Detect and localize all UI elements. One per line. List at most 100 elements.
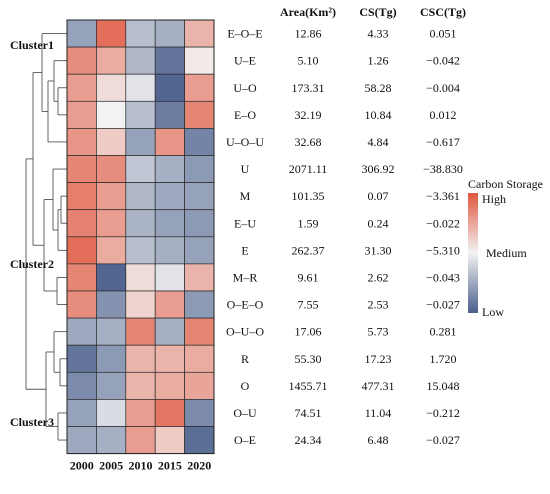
heatmap-cell-E–O–E-2020 [184, 19, 215, 48]
table-cell: 0.281 [430, 325, 457, 339]
heatmap-cell-M-2015 [154, 182, 185, 211]
table-cell: 74.51 [295, 406, 322, 420]
row-label: E–U [234, 216, 256, 230]
heatmap-cell-E-2020 [184, 236, 215, 265]
heatmap-cell-M–R-2020 [184, 263, 215, 292]
heatmap-cell-O–E–O-2000 [66, 290, 97, 319]
heatmap-cell-U–E-2000 [66, 46, 97, 75]
table-cell: 101.35 [292, 189, 325, 203]
heatmap-cell-O–E-2000 [66, 426, 97, 454]
heatmap-cell-O–E-2015 [154, 426, 185, 454]
heatmap-cell-M-2010 [125, 182, 156, 211]
table-body: 12.86 4.33 0.051 5.10 1.26 −0.042 173.31 58.28 −… [289, 27, 463, 447]
heatmap-cell-M–R-2000 [66, 263, 97, 292]
row-label: O [241, 379, 250, 393]
row-label: O–E–O [227, 298, 264, 312]
heatmap-cell-U-2000 [66, 155, 97, 183]
table-cell: −0.027 [426, 433, 460, 447]
table-cell: −0.617 [426, 135, 460, 149]
heatmap-cell-E–O-2015 [154, 100, 185, 129]
legend-medium-label: Medium [486, 246, 527, 260]
heatmap-cell-O-2005 [96, 371, 127, 400]
heatmap-cell-U–E-2005 [96, 46, 127, 75]
table-cell: 32.19 [295, 108, 322, 122]
heatmap-cell-O–E–O-2005 [96, 290, 127, 319]
heatmap-cell-U–O-2005 [96, 73, 127, 102]
heatmap-cell-E–O–E-2005 [96, 19, 127, 48]
table-cell: 173.31 [292, 81, 325, 95]
heatmap-cell-E-2015 [154, 236, 185, 265]
heatmap-cell-U–O-2015 [154, 73, 185, 102]
cluster-labels: Cluster1 Cluster2 Cluster3 [10, 38, 54, 429]
row-label: O–E [234, 433, 256, 447]
row-label: O–U–O [226, 325, 264, 339]
heatmap-cell-U–O–U-2010 [125, 128, 156, 156]
heatmap-cell-O–U-2000 [66, 399, 97, 427]
heatmap-cell-U-2020 [184, 155, 215, 183]
table-cell: 10.84 [365, 108, 392, 122]
row-labels: E–O–EU–EU–OE–OU–O–UUME–UEM–RO–E–OO–U–ORO… [226, 27, 264, 447]
table-cell: 2071.11 [289, 162, 328, 176]
table-cell: −0.212 [426, 406, 460, 420]
heatmap-cell-O-2020 [184, 371, 215, 400]
table-cell: 2.53 [368, 298, 389, 312]
heatmap-cell-R-2020 [184, 344, 215, 373]
table-cell: 24.34 [295, 433, 322, 447]
table-cell: 55.30 [295, 352, 322, 366]
table-cell: 0.012 [430, 108, 457, 122]
table-cell: 12.86 [295, 27, 322, 41]
heatmap-cell-U–O–U-2020 [184, 128, 215, 156]
heatmap-cell-O–U-2015 [154, 399, 185, 427]
heatmap-cell-U–O–U-2000 [66, 128, 97, 156]
heatmap-cell-M–R-2010 [125, 263, 156, 292]
cluster-label: Cluster1 [10, 38, 54, 52]
table-cell: 1.26 [368, 54, 389, 68]
row-dendrogram [25, 33, 67, 441]
heatmap-cell-R-2010 [125, 344, 156, 373]
table-cell: 17.06 [295, 325, 322, 339]
heatmap-cell-M-2005 [96, 182, 127, 211]
table-cell: 1455.71 [289, 379, 328, 393]
table-cell: 306.92 [362, 162, 395, 176]
heatmap-cell-U–O–U-2005 [96, 128, 127, 156]
heatmap-cell-U–E-2015 [154, 46, 185, 75]
heatmap-cell-M-2000 [66, 182, 97, 211]
heatmap-cell-O–U–O-2015 [154, 317, 185, 346]
table-cell: 9.61 [298, 270, 319, 284]
table-header: Area(Km²) CS(Tg) CSC(Tg) [280, 5, 466, 19]
table-cell: 4.33 [368, 27, 389, 41]
legend-title: Carbon Storage [468, 177, 543, 191]
heatmap-cell-U–O-2020 [184, 73, 215, 102]
heatmap-cell-U-2005 [96, 155, 127, 183]
table-cell: 477.31 [362, 379, 395, 393]
heatmap-cell-U–E-2010 [125, 46, 156, 75]
table-cell: 5.10 [298, 54, 319, 68]
table-cell: 0.07 [368, 189, 389, 203]
heatmap-cell-E-2005 [96, 236, 127, 265]
heatmap-cell-U–O-2000 [66, 73, 97, 102]
table-cell: 5.73 [368, 325, 389, 339]
table-cell: −0.004 [426, 81, 460, 95]
heatmap-cell-O-2015 [154, 371, 185, 400]
table-column-header: CS(Tg) [359, 5, 396, 19]
heatmap-cell-M–R-2005 [96, 263, 127, 292]
heatmap-cell-E-2010 [125, 236, 156, 265]
row-label: U–O–U [226, 135, 264, 149]
heatmap-cell-O–U–O-2010 [125, 317, 156, 346]
heatmap-cell-O–E–O-2015 [154, 290, 185, 319]
row-label: E–O [234, 108, 256, 122]
table-cell: −38.830 [423, 162, 463, 176]
heatmap-cell-O–U–O-2005 [96, 317, 127, 346]
heatmap-cell-O-2010 [125, 371, 156, 400]
heatmap-cell-U-2015 [154, 155, 185, 183]
heatmap-cell-R-2015 [154, 344, 185, 373]
row-label: U–E [234, 54, 256, 68]
year-tick-label: 2000 [70, 459, 94, 473]
table-cell: 7.55 [298, 298, 319, 312]
legend-color-bar [468, 193, 478, 313]
heatmap-cell-O–U–O-2000 [66, 317, 97, 346]
table-cell: 17.23 [365, 352, 392, 366]
table-cell: 6.48 [368, 433, 389, 447]
heatmap-cell-E–O-2020 [184, 100, 215, 129]
cluster-label: Cluster2 [10, 257, 54, 271]
